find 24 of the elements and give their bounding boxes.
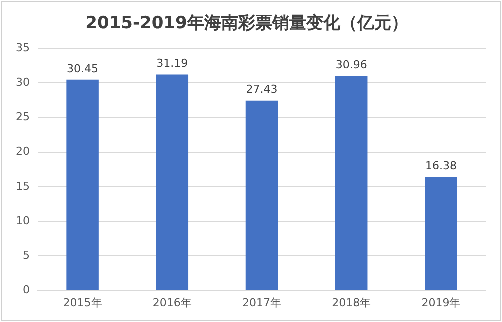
data-label: 27.43 <box>246 83 278 96</box>
x-tick-label: 2015年 <box>63 296 102 310</box>
bar <box>66 80 99 290</box>
data-label: 16.38 <box>425 160 457 173</box>
y-tick-label: 20 <box>16 145 30 158</box>
x-tick-label: 2017年 <box>242 296 282 310</box>
y-tick-label: 15 <box>16 180 30 193</box>
y-tick-label: 30 <box>16 76 30 89</box>
x-tick-label: 2018年 <box>332 296 372 310</box>
bar <box>156 74 189 290</box>
y-tick-label: 5 <box>22 249 30 262</box>
bar <box>425 177 458 290</box>
data-label: 31.19 <box>156 57 188 70</box>
x-tick-label: 2019年 <box>422 296 461 310</box>
data-label: 30.45 <box>67 62 99 76</box>
x-tick-label: 2016年 <box>152 296 192 310</box>
chart-title: 2015-2019年海南彩票销量变化（亿元） <box>86 14 408 34</box>
y-tick-label: 35 <box>16 41 30 54</box>
y-tick-label: 0 <box>22 284 30 297</box>
data-label: 30.96 <box>336 58 368 72</box>
y-tick-label: 25 <box>16 110 30 124</box>
bar <box>246 100 278 290</box>
bar <box>335 76 368 290</box>
y-tick-label: 10 <box>16 214 30 228</box>
